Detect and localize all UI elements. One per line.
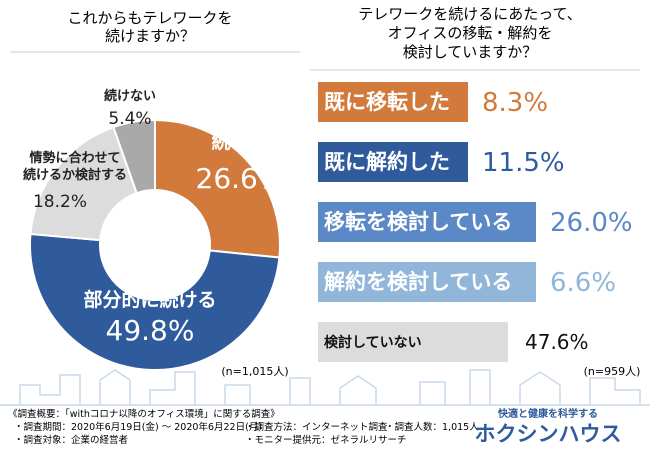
segment-value: 49.8% xyxy=(106,314,195,347)
row-value: 47.6% xyxy=(525,330,589,354)
label-box xyxy=(318,262,536,302)
row-label: 既に解約した xyxy=(324,150,450,174)
label-box xyxy=(318,82,468,122)
row-label: 移転を検討している xyxy=(324,210,512,234)
donut-segment xyxy=(29,232,281,371)
logo-name: ホクシンハウス xyxy=(475,422,622,446)
donut-segment xyxy=(154,118,281,259)
survey-item: ・モニター提供元：ゼネラルリサーチ xyxy=(245,434,407,446)
row-label: 検討していない xyxy=(324,334,422,351)
segment-value: 5.4% xyxy=(108,109,151,129)
survey-item: ・調査方法：インターネット調査 xyxy=(245,421,388,433)
logo-tagline: 快適と健康を科学する xyxy=(497,407,598,420)
skyline xyxy=(0,369,650,406)
chart-title: これからもテレワークを続けますか？ xyxy=(67,9,232,45)
chart-title: テレワークを続けるにあたって、オフィスの移転・解約を検討していますか？ xyxy=(358,5,582,61)
row-value: 11.5% xyxy=(482,148,565,178)
segment-value: 18.2% xyxy=(33,192,87,212)
survey-title: 《調査概要：「withコロナ以降のオフィス環境」に関する調査》 xyxy=(8,408,280,420)
survey-item: ・調査対象：企業の経営者 xyxy=(14,434,128,446)
row-label: 既に移転した xyxy=(324,90,450,114)
sample-note: (n=959人) xyxy=(584,365,641,378)
row-value: 26.0% xyxy=(550,208,633,238)
label-box xyxy=(318,322,508,362)
segment-label: 続けない xyxy=(104,88,156,104)
segment-label: 続ける xyxy=(211,130,268,153)
row-value: 6.6% xyxy=(550,268,616,298)
survey-item: ・調査人数：1,015人 xyxy=(385,421,479,433)
segment-label: 部分的に続ける xyxy=(83,288,216,311)
row-label: 解約を検討している xyxy=(324,270,512,294)
segment-value: 26.6% xyxy=(196,162,285,195)
donut-segment xyxy=(29,125,138,242)
survey-item: ・調査期間：2020年6月19日(金) ～ 2020年6月22日(月) xyxy=(14,421,262,433)
row-value: 8.3% xyxy=(482,88,548,118)
label-box xyxy=(318,142,468,182)
segment-label: 情勢に合わせて続けるか検討する xyxy=(23,150,127,183)
donut-segment xyxy=(112,118,156,195)
label-box xyxy=(318,202,536,242)
sample-note: (n=1,015人) xyxy=(221,365,288,378)
